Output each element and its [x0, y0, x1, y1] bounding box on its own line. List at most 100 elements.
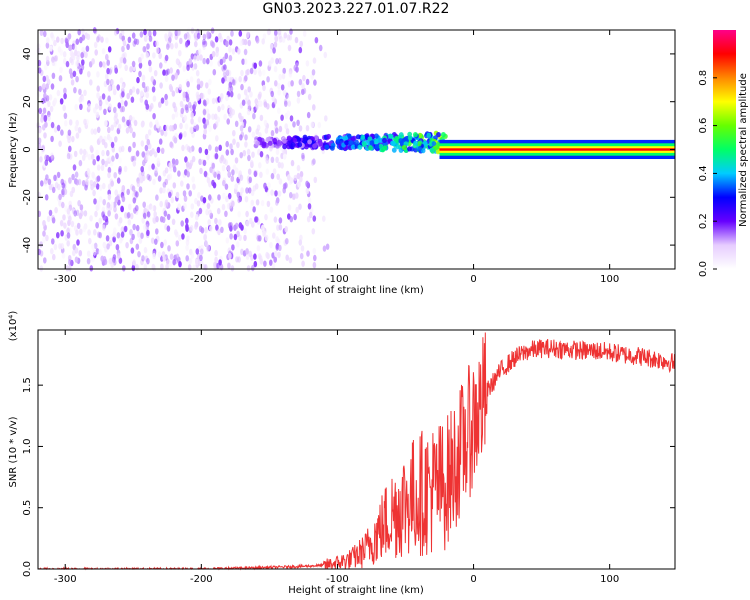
spectrogram-noise-cell — [220, 226, 224, 233]
spectrogram-noise-cell — [264, 234, 269, 241]
spectrogram-noise-cell — [101, 138, 106, 146]
spectrogram-noise-cell — [204, 148, 209, 156]
spectrogram-noise-cell — [231, 169, 235, 176]
spectrogram-noise-cell — [225, 140, 229, 148]
spectrogram-noise-cell — [290, 159, 295, 167]
spectrogram-noise-cell — [164, 167, 169, 174]
spectrogram-noise-cell — [96, 155, 100, 162]
spectrogram-noise-cell — [185, 217, 189, 225]
spectrogram-noise-cell — [51, 186, 56, 194]
spectrogram-noise-cell — [53, 174, 57, 181]
spectrogram-noise-cell — [203, 123, 207, 130]
spectrogram-noise-cell — [113, 172, 117, 179]
spectrogram-noise-cell — [80, 210, 84, 217]
spectrogram-noise-cell — [118, 62, 122, 69]
spectrogram-noise-cell — [148, 203, 153, 210]
spectrogram-noise-cell — [107, 171, 111, 179]
spectrogram-noise-cell — [243, 89, 248, 96]
spectrogram-noise-cell — [102, 224, 106, 231]
spectrogram-noise-cell — [40, 116, 44, 123]
spectrogram-noise-cell — [180, 107, 185, 115]
spectrogram-signal-cell — [378, 143, 384, 149]
spectrogram-noise-cell — [287, 44, 292, 52]
spectrogram-noise-cell — [232, 130, 236, 137]
spectrogram-noise-cell — [141, 217, 145, 224]
spectrogram-noise-cell — [135, 38, 140, 46]
spectrogram-noise-cell — [49, 45, 53, 52]
spectrogram-signal-cell — [297, 142, 303, 148]
spectrogram-noise-cell — [225, 69, 230, 77]
spectrogram-noise-cell — [76, 239, 80, 246]
spectrogram-noise-cell — [122, 57, 127, 64]
spectrogram-noise-cell — [311, 69, 316, 76]
spectrogram-noise-cell — [105, 157, 110, 165]
spectrogram-noise-cell — [239, 152, 243, 159]
spectrogram-noise-cell — [117, 123, 122, 131]
spectrogram-noise-cell — [249, 67, 254, 75]
spectrogram-noise-cell — [198, 207, 203, 215]
spectrogram-noise-cell — [190, 252, 195, 259]
spectrogram-signal-cell — [276, 139, 282, 145]
spectrogram-noise-cell — [228, 81, 233, 89]
spectrogram-noise-cell — [120, 145, 125, 152]
spectrogram-noise-cell — [83, 118, 87, 126]
spectrogram-noise-cell — [75, 209, 80, 216]
spectrogram-noise-cell — [110, 79, 115, 86]
spectrogram-noise-cell — [202, 38, 206, 46]
spectrogram-noise-cell — [150, 205, 155, 212]
spectrogram-signal-cell — [407, 135, 413, 141]
spectrogram-noise-cell — [325, 243, 330, 250]
spectrogram-noise-cell — [274, 80, 278, 87]
spectrogram-noise-cell — [311, 228, 316, 235]
spectrogram-signal-cell — [434, 144, 439, 150]
spectrogram-noise-cell — [89, 179, 94, 187]
spectrogram-noise-cell — [89, 79, 93, 86]
spectrogram-noise-cell — [186, 171, 190, 178]
spectrogram-noise-cell — [136, 76, 140, 84]
spectrogram-noise-cell — [91, 243, 95, 250]
spectrogram-noise-cell — [59, 49, 64, 56]
spectrogram-noise-cell — [226, 118, 230, 125]
spectrogram-noise-cell — [104, 73, 109, 80]
spectrogram-noise-cell — [71, 43, 76, 50]
spectrogram-noise-layer — [36, 27, 330, 272]
spectrogram-noise-cell — [98, 196, 103, 203]
spectrogram-noise-cell — [160, 129, 164, 136]
spectrogram-y-tick-label: 40 — [22, 48, 33, 61]
spectrogram-noise-cell — [292, 193, 296, 200]
spectrogram-noise-cell — [105, 37, 109, 44]
spectrogram-noise-cell — [225, 149, 230, 156]
spectrogram-noise-cell — [199, 80, 204, 88]
spectrogram-noise-cell — [275, 148, 280, 155]
spectrogram-noise-cell — [175, 158, 179, 166]
spectrogram-noise-cell — [263, 182, 267, 189]
spectrogram-signal-cell — [290, 142, 296, 148]
spectrogram-noise-cell — [313, 79, 317, 86]
spectrogram-noise-cell — [202, 43, 206, 51]
spectrogram-noise-cell — [46, 37, 50, 44]
spectrogram-noise-cell — [243, 234, 247, 242]
spectrogram-noise-cell — [296, 172, 301, 180]
spectrogram-noise-cell — [86, 258, 91, 265]
spectrogram-noise-cell — [138, 62, 143, 69]
spectrogram-noise-cell — [154, 167, 159, 174]
spectrogram-noise-cell — [205, 98, 210, 105]
spectrogram-noise-cell — [84, 151, 89, 158]
spectrogram-noise-cell — [131, 32, 136, 39]
spectrogram-noise-cell — [196, 94, 200, 101]
spectrogram-noise-cell — [129, 229, 133, 236]
spectrogram-noise-cell — [36, 90, 41, 98]
spectrogram-noise-cell — [109, 66, 114, 74]
spectrogram-noise-cell — [139, 177, 144, 184]
spectrogram-signal-cell — [282, 144, 287, 150]
spectrogram-noise-cell — [63, 112, 68, 120]
spectrogram-noise-cell — [195, 70, 200, 77]
spectrogram-noise-cell — [140, 121, 145, 128]
spectrogram-noise-cell — [306, 111, 311, 119]
spectrogram-noise-cell — [106, 78, 110, 86]
spectrogram-noise-cell — [199, 54, 203, 61]
spectrogram-noise-cell — [253, 253, 257, 260]
spectrogram-noise-cell — [188, 257, 193, 264]
spectrogram-noise-cell — [107, 193, 112, 201]
